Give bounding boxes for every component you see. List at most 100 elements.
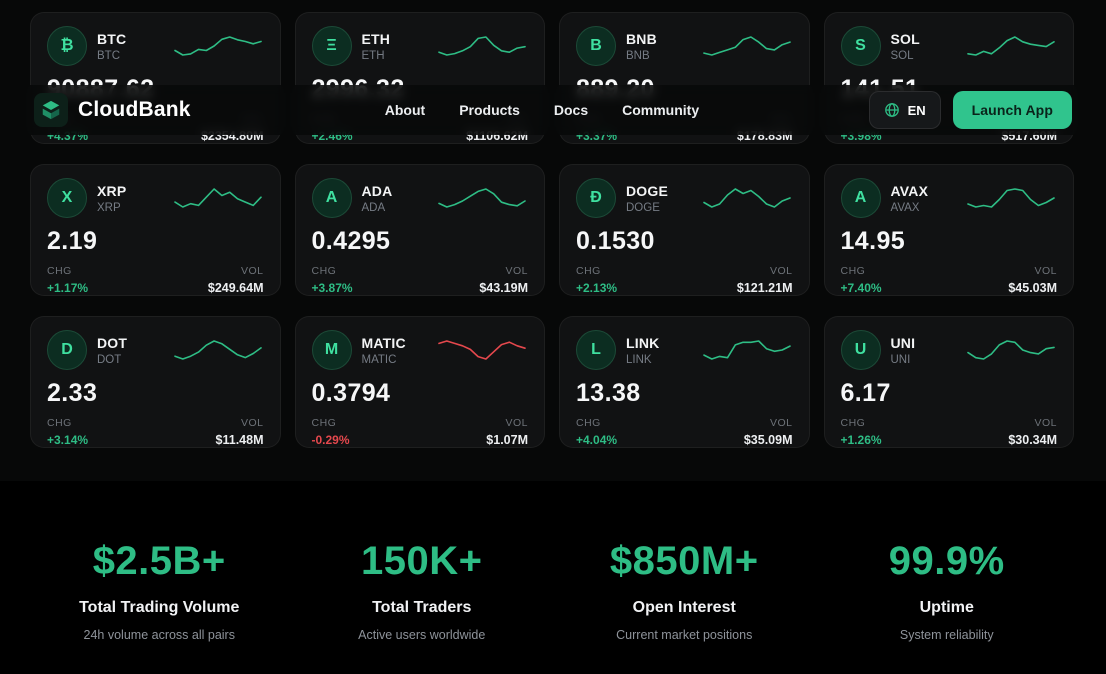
chg-label: CHG (840, 265, 866, 277)
coin-price: 0.3794 (311, 379, 391, 407)
doge-coin-icon: Đ (576, 178, 616, 218)
launch-app-button[interactable]: Launch App (952, 91, 1072, 129)
vol-label: VOL (505, 417, 528, 429)
vol-label: VOL (240, 417, 264, 429)
coin-name: DOT (97, 353, 122, 366)
coin-symbol: UNI (890, 334, 916, 351)
chg-label: CHG (47, 417, 72, 429)
coin-name: ETH (361, 49, 385, 62)
price-sparkline (172, 336, 264, 364)
chg-label: CHG (47, 265, 72, 277)
stats-section: $2.5B+ Total Trading Volume 24h volume a… (0, 481, 1106, 674)
coin-volume: $35.09M (743, 433, 793, 447)
coin-symbol: DOGE (626, 182, 669, 199)
ticker-card-doge[interactable]: Đ DOGE DOGE 0.1530 CHG +2.13% VOL $121.2… (559, 164, 810, 296)
stat-value: $850M+ (609, 539, 759, 583)
coin-symbol: DOT (97, 334, 128, 351)
price-sparkline (701, 184, 793, 212)
price-sparkline (965, 32, 1057, 60)
nav-link-about[interactable]: About (384, 102, 426, 118)
ticker-card-dot[interactable]: D DOT DOT 2.33 CHG +3.14% VOL $11.48M (30, 316, 281, 448)
coin-name: AVAX (890, 201, 920, 214)
coin-price: 0.1530 (576, 227, 655, 255)
ada-coin-icon: A (311, 178, 352, 218)
ticker-card-matic[interactable]: M MATIC MATIC 0.3794 CHG -0.29% VOL $1.0… (294, 316, 545, 448)
nav-link-docs[interactable]: Docs (553, 102, 589, 118)
coin-symbol: ADA (361, 182, 393, 199)
coin-change: +7.40% (840, 281, 882, 295)
chg-label: CHG (576, 417, 601, 429)
language-code: EN (907, 102, 926, 118)
price-sparkline (701, 32, 793, 60)
coin-symbol: ETH (361, 30, 391, 47)
chg-label: CHG (311, 265, 337, 277)
price-sparkline (436, 184, 528, 212)
coin-name: SOL (890, 49, 914, 62)
coin-symbol: XRP (97, 182, 127, 199)
stat-value: $2.5B+ (92, 539, 226, 583)
coin-name: UNI (890, 353, 911, 366)
coin-name: BTC (97, 49, 120, 62)
stat-subtext: 24h volume across all pairs (83, 628, 235, 642)
ticker-card-ada[interactable]: A ADA ADA 0.4295 CHG +3.87% VOL $43.19M (294, 164, 545, 296)
coin-change: +3.14% (47, 433, 89, 447)
coin-change: +2.13% (576, 281, 618, 295)
eth-coin-icon: Ξ (311, 26, 352, 66)
stat-label: Total Traders (372, 599, 472, 616)
btc-coin-icon: ₿ (47, 26, 87, 66)
coin-change: +4.04% (576, 433, 618, 447)
sol-coin-icon: S (840, 26, 881, 66)
coin-name: ADA (361, 201, 386, 214)
price-sparkline (436, 336, 528, 364)
coin-name: BNB (626, 49, 650, 62)
coin-price: 13.38 (576, 379, 641, 407)
chg-label: CHG (311, 417, 337, 429)
coin-change: +3.87% (311, 281, 353, 295)
coin-volume: $30.34M (1008, 433, 1057, 447)
matic-coin-icon: M (311, 330, 352, 370)
globe-icon (884, 102, 900, 118)
coin-symbol: LINK (626, 334, 660, 351)
nav-link-products[interactable]: Products (459, 102, 520, 118)
coin-change: +1.17% (47, 281, 89, 295)
coin-volume: $121.21M (736, 281, 793, 295)
language-selector[interactable]: EN (868, 91, 941, 129)
coin-price: 6.17 (840, 379, 891, 407)
ticker-card-uni[interactable]: U UNI UNI 6.17 CHG +1.26% VOL $30.34M (823, 316, 1074, 448)
ticker-card-avax[interactable]: A AVAX AVAX 14.95 CHG +7.40% VOL $45.03M (823, 164, 1074, 296)
stat-value: 99.9% (888, 539, 1005, 583)
uni-coin-icon: U (840, 330, 881, 370)
dot-coin-icon: D (47, 330, 87, 370)
coin-price: 14.95 (840, 227, 906, 255)
coin-symbol: SOL (890, 30, 920, 47)
coin-symbol: BTC (97, 30, 127, 47)
price-sparkline (701, 336, 793, 364)
bnb-coin-icon: B (576, 26, 616, 66)
main-nav: About Products Docs Community (385, 102, 699, 118)
cloudbank-cube-logo-icon (34, 93, 68, 127)
chg-label: CHG (576, 265, 601, 277)
coin-change: +1.26% (840, 433, 882, 447)
stat-subtext: Active users worldwide (358, 628, 486, 642)
coin-symbol: BNB (626, 30, 657, 47)
ticker-card-xrp[interactable]: X XRP XRP 2.19 CHG +1.17% VOL $249.64M (30, 164, 281, 296)
price-sparkline (965, 336, 1057, 364)
vol-label: VOL (1034, 417, 1057, 429)
vol-label: VOL (505, 265, 528, 277)
chg-label: CHG (840, 417, 866, 429)
vol-label: VOL (769, 417, 793, 429)
coin-volume: $43.19M (479, 281, 528, 295)
stat-label: Uptime (919, 599, 974, 616)
nav-link-community[interactable]: Community (622, 102, 700, 118)
stat-value: 150K+ (361, 539, 483, 583)
coin-name: LINK (626, 353, 652, 366)
stat-subtext: System reliability (899, 628, 994, 642)
vol-label: VOL (769, 265, 793, 277)
brand-name: CloudBank (78, 98, 191, 121)
stat-open-interest: $850M+ Open Interest Current market posi… (553, 539, 816, 674)
stat-total-trading-volume: $2.5B+ Total Trading Volume 24h volume a… (28, 539, 291, 674)
ticker-card-link[interactable]: L LINK LINK 13.38 CHG +4.04% VOL $35.09M (559, 316, 810, 448)
top-navigation-bar: CloudBank About Products Docs Community … (0, 85, 1106, 135)
stat-label: Total Trading Volume (79, 599, 240, 616)
brand-logo-link[interactable]: CloudBank (34, 93, 191, 127)
